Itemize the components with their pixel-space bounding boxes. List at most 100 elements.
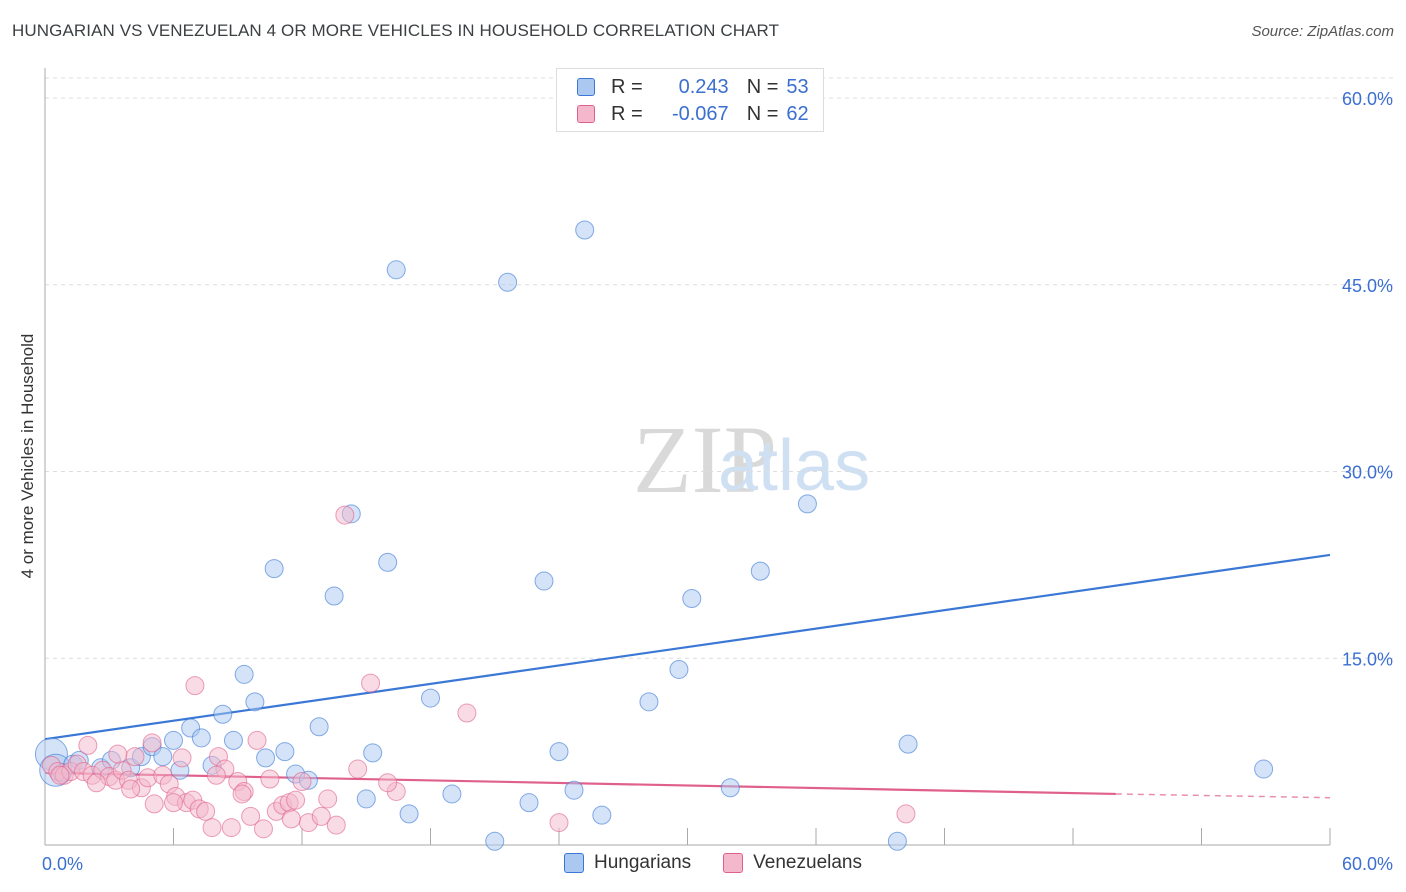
venezuelan-point xyxy=(196,801,216,821)
legend-n-value-hungarians: 53 xyxy=(786,75,809,98)
venezuelan-point xyxy=(185,676,205,696)
series-legend: Hungarians Venezuelans xyxy=(564,852,894,874)
venezuelan-point xyxy=(108,744,128,764)
x-tick-label-max: 60.0% xyxy=(1342,854,1393,874)
venezuelan-point xyxy=(206,765,226,785)
venezuelan-point xyxy=(378,773,398,793)
legend-n-label: N = xyxy=(746,75,779,98)
hungarian-point xyxy=(797,494,817,514)
hungarian-point xyxy=(720,778,740,798)
hungarian-point xyxy=(575,220,595,240)
hungarian-point xyxy=(898,734,918,754)
hungarian-point xyxy=(421,688,440,708)
hungarian-point xyxy=(887,831,907,851)
venezuelan-point xyxy=(232,784,252,804)
venezuelan-point xyxy=(121,779,141,799)
legend-swatch-venezuelans xyxy=(577,105,595,123)
legend-item-hungarians[interactable]: Hungarians xyxy=(564,852,691,874)
venezuelan-point xyxy=(172,748,192,768)
legend-label-venezuelans: Venezuelans xyxy=(753,852,862,873)
hungarian-point xyxy=(245,692,265,712)
legend-n-value-venezuelans: 62 xyxy=(786,102,809,125)
hungarian-point xyxy=(639,692,659,712)
venezuelan-point xyxy=(335,505,355,525)
venezuelan-point xyxy=(326,815,346,835)
hungarian-trend-line xyxy=(44,553,1331,741)
hungarian-point xyxy=(223,730,243,750)
hungarian-point xyxy=(485,831,505,851)
y-tick-label: 60.0% xyxy=(1342,89,1393,109)
venezuelan-trend-extension xyxy=(1115,793,1331,799)
hungarian-point xyxy=(378,552,398,572)
hungarian-point xyxy=(682,588,702,608)
legend-row-hungarians: R = 0.243 N = 53 xyxy=(577,75,809,99)
venezuelan-point xyxy=(78,735,98,755)
venezuelan-point xyxy=(348,759,368,779)
venezuelan-point xyxy=(164,793,183,813)
source-label: Source: ZipAtlas.com xyxy=(1251,23,1394,40)
hungarian-point xyxy=(309,717,329,737)
y-tick-label: 30.0% xyxy=(1342,463,1393,483)
venezuelan-point xyxy=(125,747,145,767)
legend-swatch-venezuelans xyxy=(723,853,744,873)
venezuelan-point xyxy=(221,818,241,838)
venezuelan-point xyxy=(202,818,222,838)
venezuelan-point xyxy=(896,804,916,824)
venezuelan-point xyxy=(286,790,306,810)
venezuelan-point xyxy=(142,733,162,753)
venezuelan-point xyxy=(50,765,70,785)
correlation-legend: R = 0.243 N = 53 R = -0.067 N = 62 xyxy=(556,68,824,132)
legend-label-hungarians: Hungarians xyxy=(594,852,692,873)
watermark-zip: ZIP xyxy=(633,406,777,513)
hungarian-point xyxy=(356,789,376,809)
hungarian-point xyxy=(534,571,554,591)
legend-item-venezuelans[interactable]: Venezuelans xyxy=(723,852,862,874)
watermark-atlas: atlas xyxy=(718,426,870,506)
venezuelan-point xyxy=(549,813,569,833)
legend-swatch-hungarians xyxy=(577,78,595,96)
legend-r-label: R = xyxy=(611,102,643,125)
hungarian-point xyxy=(592,805,612,825)
venezuelan-point xyxy=(144,794,164,814)
hungarian-point xyxy=(549,742,569,762)
venezuelan-point xyxy=(457,703,477,723)
venezuelan-point xyxy=(318,789,338,809)
hungarian-point xyxy=(519,793,539,813)
legend-n-label: N = xyxy=(746,102,779,125)
y-tick-label: 45.0% xyxy=(1342,276,1393,296)
legend-swatch-hungarians xyxy=(564,853,584,873)
hungarian-point xyxy=(324,586,344,606)
venezuelan-point xyxy=(260,769,280,789)
hungarian-point xyxy=(264,559,284,579)
legend-r-value-venezuelans: -0.067 xyxy=(671,102,729,125)
venezuelan-point xyxy=(361,673,381,693)
x-tick-label-min: 0.0% xyxy=(42,854,83,874)
y-tick-label: 15.0% xyxy=(1342,649,1393,669)
hungarian-point xyxy=(275,742,295,762)
venezuelan-point xyxy=(253,819,273,839)
hungarian-point xyxy=(164,730,183,750)
venezuelan-point xyxy=(292,772,312,792)
hungarian-point xyxy=(153,747,173,767)
hungarian-point xyxy=(256,748,276,768)
venezuelan-point xyxy=(281,809,301,829)
hungarian-point xyxy=(234,664,254,684)
hungarian-point xyxy=(750,561,770,581)
venezuelan-point xyxy=(311,806,331,826)
legend-r-label: R = xyxy=(611,75,643,98)
legend-r-value-hungarians: 0.243 xyxy=(678,75,729,98)
venezuelan-point xyxy=(247,730,267,750)
hungarian-point xyxy=(213,704,233,724)
venezuelan-point xyxy=(241,806,261,826)
hungarian-point xyxy=(669,659,689,679)
hungarian-point xyxy=(191,728,211,748)
hungarian-point xyxy=(498,272,518,292)
legend-row-venezuelans: R = -0.067 N = 62 xyxy=(577,102,809,126)
hungarian-point xyxy=(442,784,462,804)
hungarian-point xyxy=(386,260,406,280)
venezuelan-point xyxy=(86,773,106,793)
hungarian-point xyxy=(564,780,584,800)
hungarian-point xyxy=(399,804,419,824)
hungarian-point xyxy=(363,743,383,763)
